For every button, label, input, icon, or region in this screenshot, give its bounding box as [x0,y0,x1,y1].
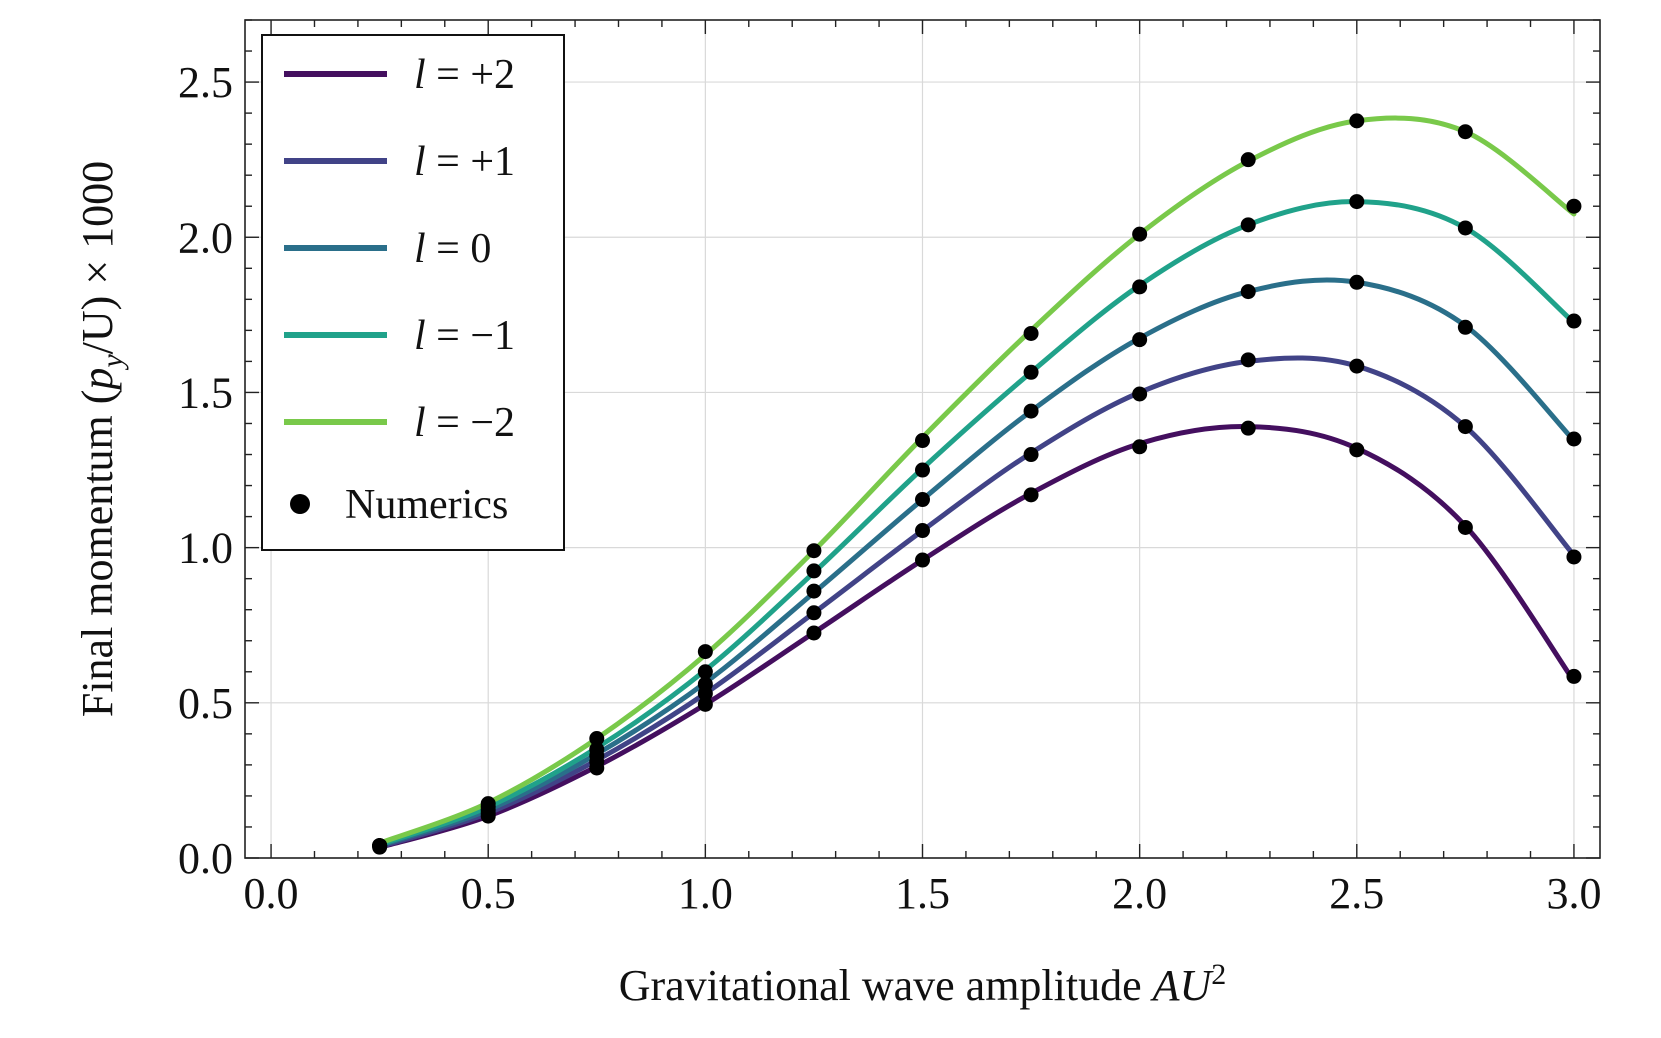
numerics-point-s4-4 [806,543,822,559]
legend-label-4: l = −2 [414,400,515,446]
numerics-point-s4-7 [1132,226,1148,242]
numerics-point-s4-11 [1566,198,1582,214]
numerics-point-s2-7 [1132,332,1148,348]
numerics-points-layer [372,113,1582,855]
numerics-point-s0-10 [1457,519,1473,535]
axis-labels: Gravitational wave amplitude AU2 Final mo… [73,161,1226,1010]
legend-label-2: l = 0 [414,226,491,272]
numerics-point-s4-6 [1023,325,1039,341]
numerics-point-s2-4 [806,583,822,599]
x-axis-label: Gravitational wave amplitude AU2 [619,958,1227,1010]
legend-label-0: l = +2 [414,52,515,98]
numerics-point-s2-11 [1566,431,1582,447]
y-tick-label: 2.5 [178,58,233,107]
numerics-point-s3-5 [915,462,930,478]
x-tick-label: 0.0 [244,869,299,918]
y-tick-label: 1.0 [178,524,233,573]
legend-numerics-label: Numerics [345,482,508,528]
numerics-point-s1-4 [806,605,822,621]
numerics-point-s3-11 [1566,313,1582,329]
numerics-point-s0-11 [1566,668,1582,684]
x-tick-label: 3.0 [1546,869,1601,918]
x-tick-label: 1.0 [678,869,733,918]
x-tick-label: 2.5 [1329,869,1384,918]
numerics-point-s3-7 [1132,279,1148,295]
numerics-point-s2-10 [1457,319,1473,335]
tick-labels: 0.0 0.5 1.0 1.5 2.0 2.5 3.0 0.0 0.5 1.0 1.5 2.0 2.5 [178,58,1601,918]
legend: l = +2 l = +1 l = 0 l = −1 l = −2 Numerics [261,34,565,551]
numerics-point-s2-5 [915,492,930,508]
numerics-point-s2-6 [1023,403,1039,419]
numerics-point-s0-9 [1349,442,1365,458]
numerics-point-s1-7 [1132,386,1148,402]
numerics-point-s4-1 [480,796,496,812]
numerics-point-s4-8 [1240,152,1256,168]
x-tick-label: 2.0 [1112,869,1167,918]
numerics-point-s3-3 [697,664,713,680]
plot-frame [244,19,1601,859]
numerics-point-s3-4 [806,563,822,579]
numerics-point-s1-9 [1349,358,1365,374]
legend-label-3: l = −1 [414,313,515,359]
numerics-point-s0-3 [697,696,713,712]
numerics-point-s4-0 [372,838,388,854]
series-line-2 [377,277,1577,849]
legend-label-1: l = +1 [414,139,515,185]
y-axis-label: Final momentum (py/U) × 1000 [73,161,129,717]
numerics-point-s0-5 [915,552,930,568]
numerics-point-s4-2 [589,731,605,747]
y-tick-label: 1.5 [178,368,233,417]
numerics-point-s4-9 [1349,113,1365,129]
y-tick-label: 0.5 [178,679,233,728]
legend-box [261,34,565,551]
numerics-point-s2-9 [1349,274,1365,290]
numerics-point-s4-5 [915,433,930,449]
numerics-point-s0-7 [1132,439,1148,455]
x-tick-label: 0.5 [461,869,516,918]
legend-numerics-marker [290,494,310,514]
numerics-point-s1-10 [1457,419,1473,435]
numerics-point-s1-6 [1023,447,1039,463]
numerics-point-s2-8 [1240,284,1256,300]
numerics-point-s3-2 [589,741,605,757]
x-tick-label: 1.5 [895,869,950,918]
numerics-point-s1-8 [1240,352,1256,368]
numerics-point-s0-6 [1023,487,1039,503]
numerics-point-s3-10 [1457,220,1473,236]
y-tick-label: 2.0 [178,213,233,262]
numerics-point-s3-8 [1240,217,1256,233]
numerics-point-s1-5 [915,523,930,539]
numerics-point-s3-6 [1023,364,1039,380]
numerics-point-s1-11 [1566,549,1582,565]
y-tick-label: 0.0 [178,834,233,883]
numerics-point-s3-9 [1349,194,1365,210]
numerics-point-s4-10 [1457,124,1473,140]
numerics-point-s4-3 [697,644,713,660]
numerics-point-s0-4 [806,625,822,641]
numerics-point-s0-8 [1240,420,1256,436]
numerics-point-s2-3 [697,676,713,692]
